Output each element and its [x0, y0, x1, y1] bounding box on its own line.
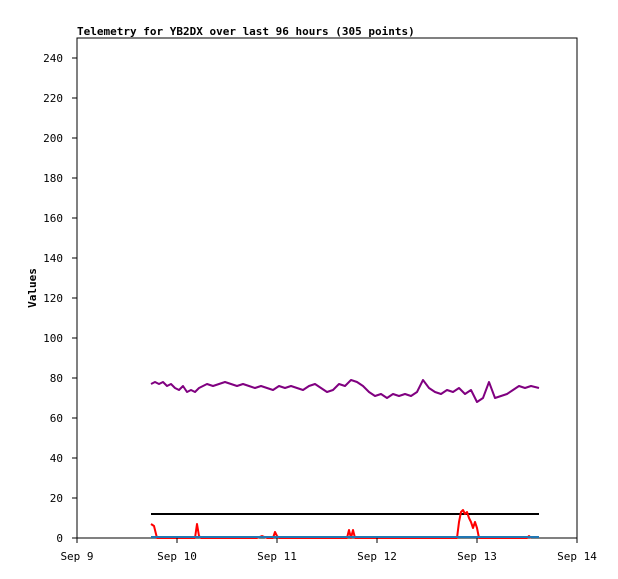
- series-line-1: [150, 379, 540, 403]
- y-tick-label: 20: [50, 492, 63, 505]
- y-tick-label: 60: [50, 412, 63, 425]
- y-tick-label: 200: [43, 132, 63, 145]
- y-tick-label: 180: [43, 172, 63, 185]
- x-tick-label: Sep 11: [257, 550, 297, 563]
- y-tick-label: 220: [43, 92, 63, 105]
- y-tick-label: 40: [50, 452, 63, 465]
- y-tick-label: 80: [50, 372, 63, 385]
- chart-title: Telemetry for YB2DX over last 96 hours (…: [77, 25, 415, 38]
- x-tick-label: Sep 9: [60, 550, 93, 563]
- x-tick-label: Sep 14: [557, 550, 597, 563]
- x-tick-label: Sep 12: [357, 550, 397, 563]
- y-tick-label: 160: [43, 212, 63, 225]
- y-axis-label: Values: [26, 268, 39, 308]
- plot-area: [76, 37, 578, 539]
- y-tick-label: 100: [43, 332, 63, 345]
- series-layer: [150, 379, 540, 539]
- y-tick-label: 0: [56, 532, 63, 545]
- x-axis: Sep 9 Sep 10 Sep 11 Sep 12 Sep 13 Sep 14: [60, 538, 597, 563]
- y-axis: 0 20 40 60 80 100 120 140 160 180 200 220 240: [43, 52, 77, 545]
- y-tick-label: 140: [43, 252, 63, 265]
- x-tick-label: Sep 10: [157, 550, 197, 563]
- y-tick-label: 240: [43, 52, 63, 65]
- x-tick-label: Sep 13: [457, 550, 497, 563]
- y-tick-label: 120: [43, 292, 63, 305]
